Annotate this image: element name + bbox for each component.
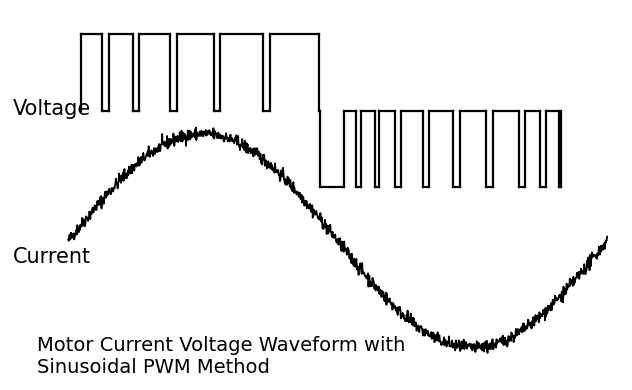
Text: Voltage: Voltage: [13, 99, 91, 119]
Text: Motor Current Voltage Waveform with
Sinusoidal PWM Method: Motor Current Voltage Waveform with Sinu…: [37, 337, 406, 378]
Text: Current: Current: [13, 247, 90, 267]
